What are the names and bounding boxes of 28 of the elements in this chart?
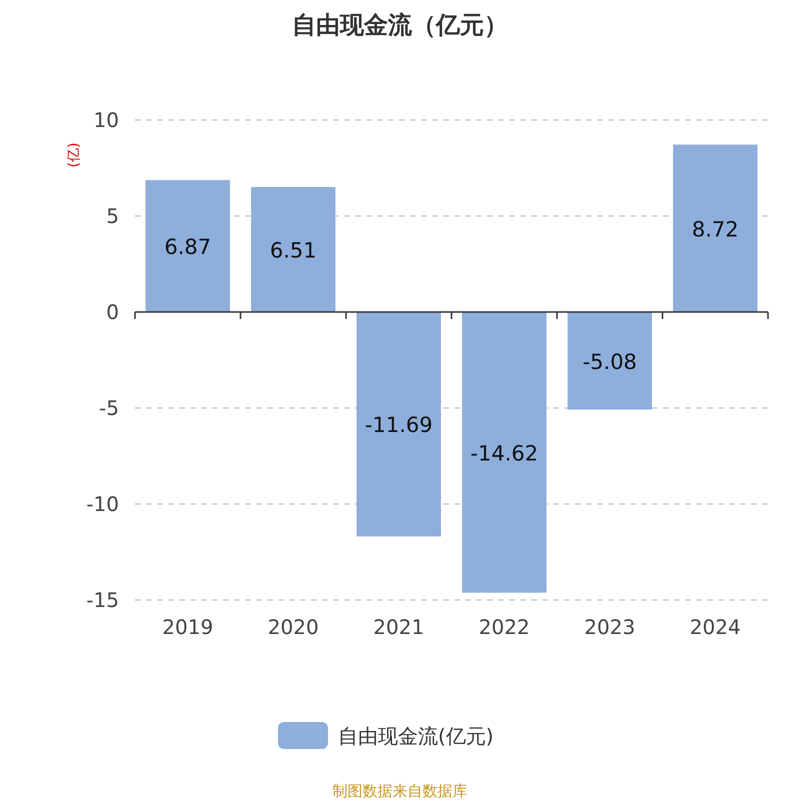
data-label: 6.51: [270, 238, 317, 263]
y-tick-label: -15: [86, 588, 119, 612]
data-label: -5.08: [582, 350, 637, 374]
bar: [146, 180, 230, 312]
y-axis-title: (亿): [66, 142, 82, 168]
x-tick-label: 2021: [373, 615, 424, 639]
x-tick-label: 2022: [478, 615, 530, 639]
data-label: -14.62: [470, 441, 538, 466]
x-tick-label: 2024: [690, 615, 741, 639]
data-label: 8.72: [692, 217, 739, 242]
x-tick-label: 2023: [584, 615, 636, 639]
bar: [356, 312, 441, 536]
data-label: -11.69: [364, 413, 433, 438]
x-tick-label: 2020: [268, 615, 319, 639]
legend-label: 自由现金流(亿元): [338, 724, 494, 748]
y-tick-label: -10: [86, 492, 119, 516]
bar: [568, 312, 652, 410]
x-tick-label: 2019: [162, 615, 214, 639]
text: 制图数据来自数据库: [332, 782, 468, 800]
data-label: 6.87: [164, 235, 212, 260]
bar: [251, 187, 336, 312]
y-tick-label: -5: [99, 396, 119, 420]
bar: [462, 312, 546, 593]
chart-title: 自由现金流（亿元）: [292, 11, 508, 39]
y-tick-label: 0: [106, 300, 119, 324]
y-tick-label: 10: [94, 108, 119, 132]
y-tick-label: 5: [106, 204, 119, 228]
bar: [673, 144, 758, 312]
